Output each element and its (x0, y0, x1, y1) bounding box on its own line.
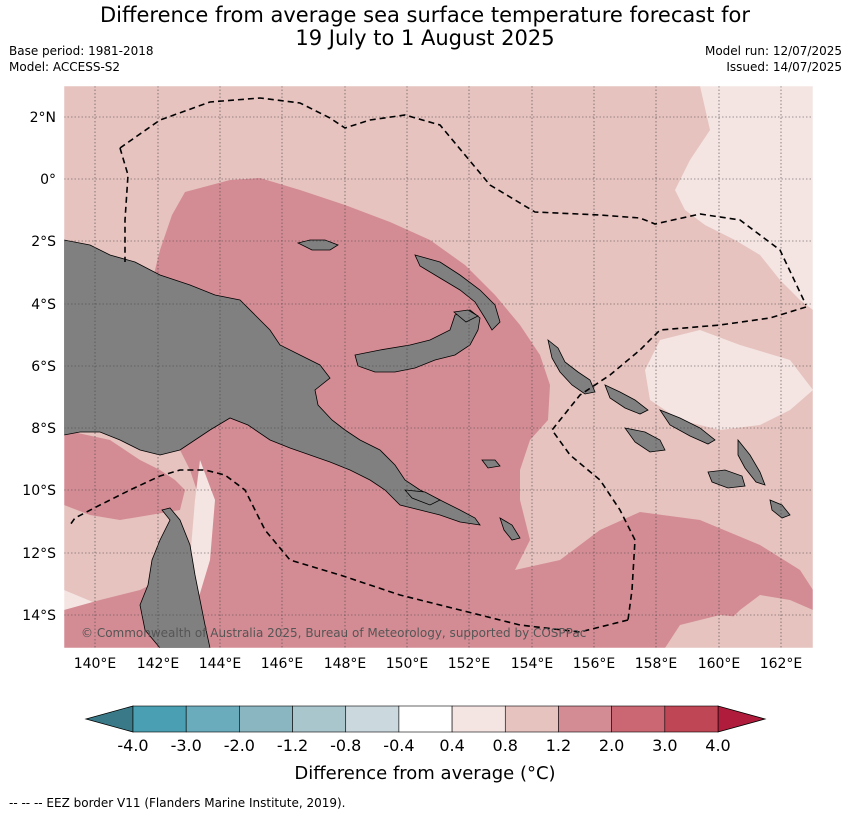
lon-label: 154°E (511, 656, 554, 672)
land-small-island (481, 459, 501, 469)
land-choiseul (604, 384, 649, 415)
anomaly-0.8-1.2-se (665, 615, 813, 648)
title-line-1: Difference from average sea surface temp… (100, 3, 750, 27)
lon-label: 150°E (386, 656, 429, 672)
colorbar-segments (132, 705, 719, 733)
title-line-2: 19 July to 1 August 2025 (295, 26, 555, 50)
colorbar-segment (558, 705, 612, 733)
colorbar-tick-label: 2.0 (599, 736, 624, 755)
colorbar-tick-label: 3.0 (652, 736, 677, 755)
lon-label: 142°E (137, 656, 180, 672)
colorbar-segment (185, 705, 240, 733)
lon-label: 160°E (698, 656, 741, 672)
model-run: Model run: 12/07/2025 (704, 44, 842, 58)
lon-label: 146°E (261, 656, 304, 672)
land-new-ireland (414, 254, 501, 331)
lat-label: 0° (40, 172, 56, 188)
colorbar-tick-label: -0.8 (330, 736, 361, 755)
lon-label: 144°E (199, 656, 242, 672)
colorbar-title: Difference from average (°C) (294, 763, 556, 784)
colorbar-ticks: -4.0 -3.0 -2.0 -1.2 -0.8 -0.4 0.4 0.8 1.2 2.0 3.0 4… (117, 736, 730, 755)
land-small-island (453, 309, 479, 323)
colorbar-segment (398, 705, 453, 733)
colorbar-segment (504, 705, 559, 733)
land-louisiade (499, 517, 521, 541)
lat-label: 4°S (31, 297, 56, 313)
anomaly-0.4-0.8-ne (675, 86, 813, 310)
land-dentrecasteaux (404, 489, 441, 506)
colorbar-segment (292, 705, 347, 733)
colorbar-low-extend (84, 705, 134, 733)
colorbar-tick-label: -4.0 (117, 736, 148, 755)
map-plot-area: © Commonwealth of Australia 2025, Bureau… (64, 86, 813, 648)
colorbar-segment (451, 705, 506, 733)
colorbar-tick-label: -2.0 (224, 736, 255, 755)
meta-left: Base period: 1981-2018 Model: ACCESS-S2 (9, 43, 154, 75)
colorbar-high-extend (717, 705, 767, 733)
lat-label: 2°S (31, 234, 56, 250)
anomaly-0.4-0.8-east (645, 330, 813, 430)
colorbar-segment (345, 705, 400, 733)
anomaly-1.2-2.0-west (64, 430, 185, 520)
map-frame (63, 85, 814, 649)
lon-label: 162°E (760, 656, 803, 672)
anomaly-1.2-2.0-main (64, 178, 813, 648)
model-name: Model: ACCESS-S2 (9, 60, 121, 74)
lon-label: 152°E (448, 656, 491, 672)
land-bougainville (547, 338, 596, 395)
colorbar-tick-label: 0.8 (493, 736, 518, 755)
land-new-guinea (64, 239, 481, 526)
lon-label: 156°E (573, 656, 616, 672)
longitude-labels: 140°E 142°E 144°E 146°E 148°E 150°E 152°… (74, 656, 803, 672)
chart-title: Difference from average sea surface temp… (0, 4, 850, 50)
lat-label: 14°S (22, 608, 56, 624)
lat-label: 8°S (31, 421, 56, 437)
lon-label: 140°E (74, 656, 117, 672)
colorbar-segment (132, 705, 187, 733)
land-cape-york (139, 507, 211, 648)
meta-right: Model run: 12/07/2025 Issued: 14/07/2025 (705, 43, 842, 75)
land-new-britain (354, 309, 481, 373)
latitude-labels: 2°N 0° 2°S 4°S 6°S 8°S 10°S 12°S 14°S (22, 110, 56, 624)
colorbar-tick-label: -0.4 (383, 736, 414, 755)
colorbar-segment (239, 705, 293, 733)
land-makira (707, 469, 746, 489)
land-guadalcanal (624, 427, 666, 453)
land-santa-isabel (658, 409, 716, 445)
anomaly-0.4-0.8-capeyork (190, 460, 215, 600)
base-period: Base period: 1981-2018 (9, 44, 154, 58)
lon-label: 148°E (324, 656, 367, 672)
colorbar-tick-label: 4.0 (705, 736, 730, 755)
lat-label: 2°N (30, 110, 56, 126)
colorbar-tick-label: -3.0 (171, 736, 202, 755)
colorbar-tick-label: 0.4 (439, 736, 464, 755)
colorbar-tick-label: -1.2 (277, 736, 308, 755)
land-manus (296, 239, 339, 251)
lat-label: 6°S (31, 359, 56, 375)
lat-label: 10°S (22, 483, 56, 499)
lat-label: 12°S (22, 546, 56, 562)
eez-border (69, 97, 807, 633)
footnote: -- -- -- EEZ border V11 (Flanders Marine… (9, 796, 346, 810)
lon-label: 158°E (635, 656, 678, 672)
copyright-notice: © Commonwealth of Australia 2025, Bureau… (81, 626, 586, 640)
colorbar: -4.0 -3.0 -2.0 -1.2 -0.8 -0.4 0.4 0.8 1.2 2.0 3.0 4… (84, 705, 767, 755)
graticule (64, 86, 813, 648)
colorbar-segment (611, 705, 666, 733)
colorbar-tick-label: 1.2 (546, 736, 571, 755)
land-temotu (769, 499, 791, 519)
land-malaita (737, 438, 766, 486)
issued-date: Issued: 14/07/2025 (726, 60, 842, 74)
colorbar-segment (664, 705, 719, 733)
